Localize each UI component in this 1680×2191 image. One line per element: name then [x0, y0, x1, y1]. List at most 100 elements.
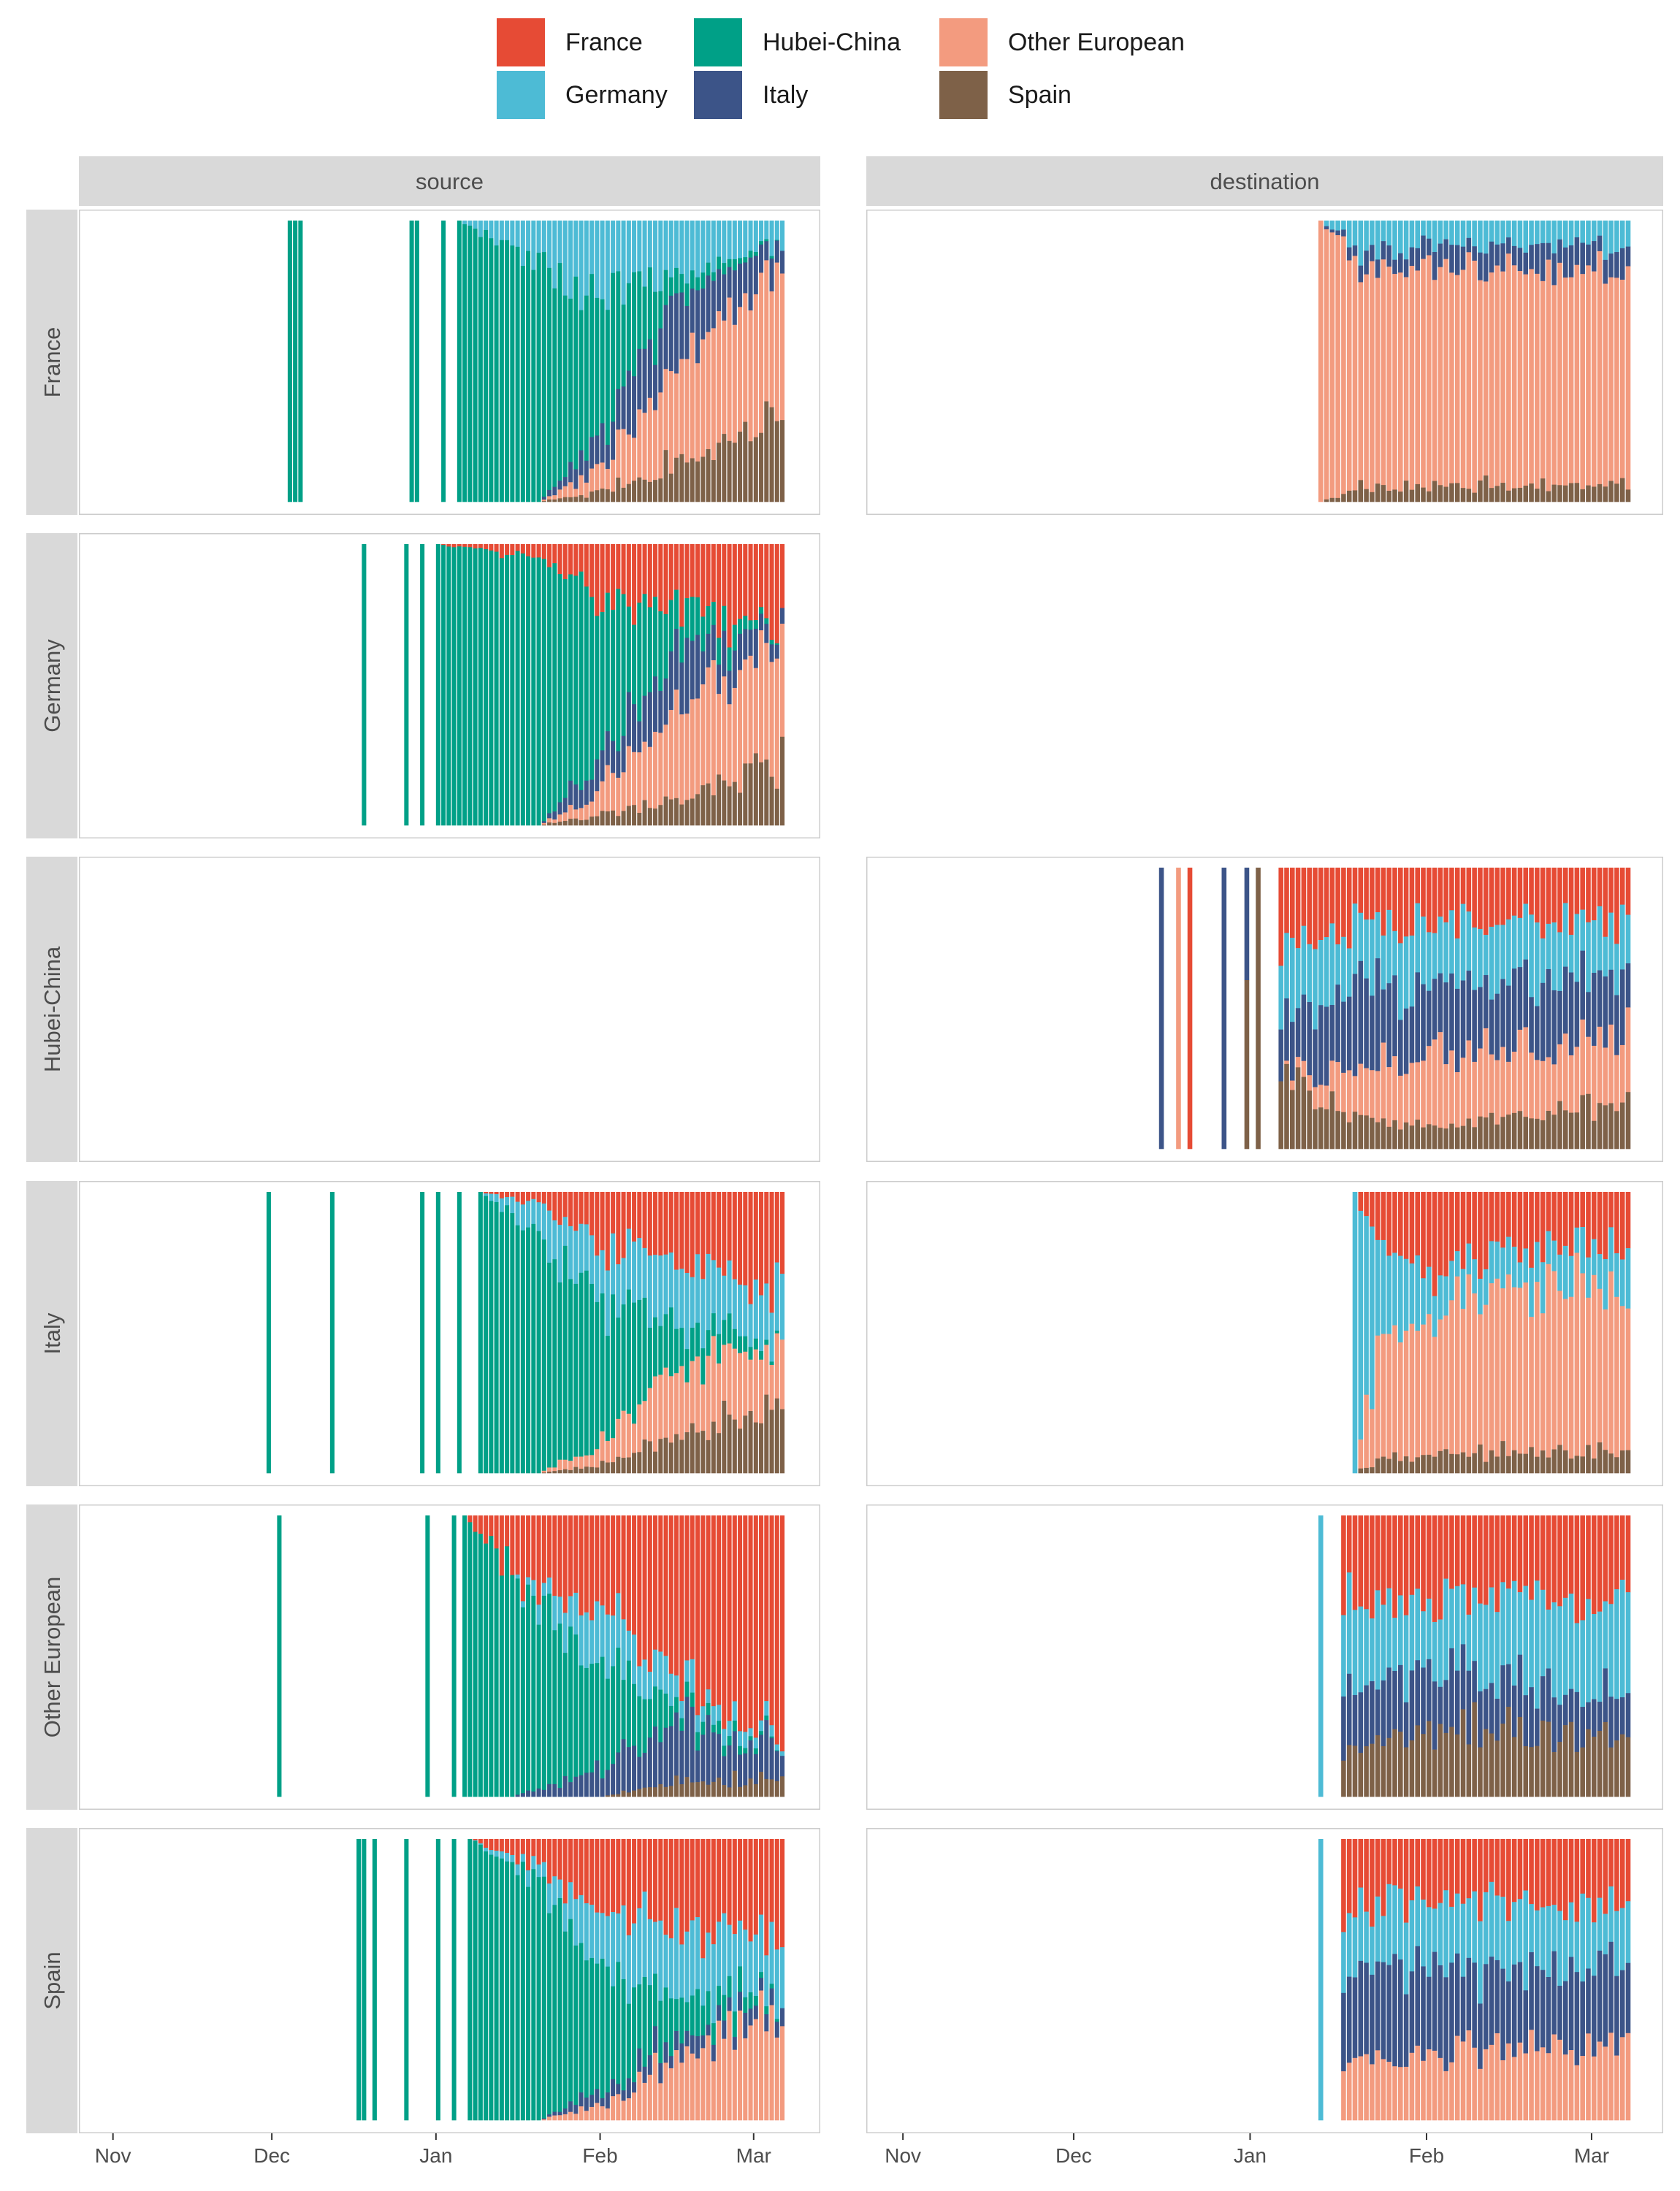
- bar-italy-source-35-spain: [663, 1437, 668, 1474]
- bar-italy-source-12-hubei-china: [541, 1239, 546, 1472]
- bar-spain-destination-5-italy: [1370, 1974, 1375, 2065]
- bar-other-european-source-24-italy: [589, 1772, 595, 1797]
- bar-france-destination-47-spain: [1586, 485, 1591, 502]
- bar-italy-source-33-france: [653, 1192, 658, 1255]
- bar-italy-source-17-france: [568, 1192, 573, 1227]
- bar-spain-source-9-germany: [515, 1864, 520, 1875]
- bar-spain-source-36-hubei-china: [658, 2000, 663, 2064]
- bar-spain-destination-18-germany: [1443, 1890, 1448, 1978]
- bar-france-source-36-italy: [647, 339, 652, 399]
- bar-other-european-source-26-germany: [600, 1605, 605, 1657]
- bar-hubei-china-destination-53-other-european: [1580, 1019, 1585, 1096]
- bar-other-european-destination-18-france: [1443, 1515, 1448, 1579]
- bar-germany-source-39-italy: [642, 695, 647, 742]
- bar-hubei-china-destination-35-spain: [1478, 1116, 1483, 1150]
- bar-germany-source-43-spain: [663, 796, 668, 826]
- bar-spain-destination-41-other-european: [1574, 2065, 1580, 2121]
- bar-other-european-source-40-germany: [674, 1675, 679, 1698]
- bar-germany-source-48-italy: [690, 641, 695, 700]
- bar-other-european-source-27-spain: [605, 1795, 610, 1797]
- bar-france-source-50-hubei-china: [722, 263, 727, 275]
- bar-spain-destination-20-france: [1454, 1839, 1460, 1894]
- bar-spain-source-8-hubei-china: [510, 1862, 515, 2121]
- bar-italy-destination-9-spain: [1403, 1456, 1409, 1474]
- bar-italy-destination-18-germany: [1454, 1251, 1460, 1277]
- bar-spain-source-19-germany: [568, 1882, 573, 1919]
- bar-italy-destination-34-france: [1546, 1192, 1551, 1231]
- bar-other-european-destination-34-italy: [1535, 1708, 1540, 1746]
- bar-spain-destination-27-italy: [1494, 1959, 1500, 2034]
- bar-hubei-china-destination-33-other-european: [1466, 1040, 1472, 1119]
- bar-italy-source-24-hubei-china: [605, 1336, 610, 1442]
- bar-spain-source-34-hubei-china: [647, 1985, 652, 2056]
- bar-hubei-china-destination-5-italy: [1307, 1002, 1312, 1076]
- bar-spain-destination-19-germany: [1449, 1906, 1454, 1963]
- bar-france-destination-16-germany: [1409, 221, 1415, 248]
- bar-france-destination-37-other-european: [1529, 269, 1534, 484]
- bar-hubei-china-destination-48-germany: [1551, 922, 1557, 991]
- bar-spain-source-33-germany: [642, 1892, 647, 1978]
- bar-spain-source-24-other-european: [595, 2103, 600, 2121]
- bar-italy-source-28-hubei-china: [626, 1289, 631, 1415]
- bar-hubei-china-destination-24-spain: [1415, 1120, 1420, 1150]
- bar-france-source-45-other-european: [695, 363, 700, 462]
- bar-spain-source-50-germany: [732, 1934, 737, 2012]
- bar-france-source-26-spain: [595, 490, 600, 502]
- bar-spain-source-26-other-european: [605, 2108, 610, 2121]
- bar-italy-destination-7-spain: [1392, 1452, 1397, 1474]
- bar-france-source-50-spain: [722, 434, 727, 502]
- bar-france-destination-11-spain: [1381, 485, 1386, 502]
- bar-italy-destination-40-other-european: [1580, 1273, 1585, 1457]
- bar-germany-source-58-spain: [743, 763, 748, 826]
- bar-spain-source-55-france: [759, 1839, 764, 1915]
- bar-italy-source-39-spain: [684, 1432, 690, 1474]
- bar-spain-destination-32-france: [1523, 1839, 1529, 1891]
- bar-other-european-source-8-france: [505, 1515, 510, 1547]
- bar-italy-destination-2-spain: [1364, 1467, 1369, 1474]
- bar-italy-source-23-other-european: [600, 1431, 605, 1461]
- bar-italy-destination-4-france: [1375, 1192, 1381, 1241]
- bar-germany-source-27-france: [579, 544, 584, 572]
- bar-france-source-22-other-european: [573, 489, 579, 497]
- bar-italy-source-18-spain: [573, 1467, 579, 1474]
- bar-spain-destination-1-italy: [1346, 1976, 1352, 2063]
- bar-hubei-china-destination-52-spain: [1574, 1112, 1580, 1150]
- bars-other-european-destination: [1318, 1515, 1631, 1797]
- bar-france-destination-22-other-european: [1443, 259, 1448, 487]
- bar-france-destination-25-other-european: [1460, 269, 1466, 489]
- bar-spain-source-45-hubei-china: [706, 1991, 711, 2025]
- bar-hubei-china-destination-25-spain: [1421, 1127, 1426, 1150]
- bar-other-european-destination-35-france: [1540, 1515, 1546, 1591]
- bar-other-european-source-5-hubei-china: [489, 1536, 494, 1797]
- bar-italy-source-47-other-european: [727, 1343, 732, 1415]
- bar-italy-source-25-other-european: [611, 1438, 616, 1463]
- bar-italy-source-24-germany: [605, 1270, 610, 1337]
- bar-italy-source-18-other-european: [573, 1456, 579, 1467]
- bar-germany-source-37-other-european: [632, 752, 637, 806]
- bar-spain-source-58-hubei-china: [774, 2019, 779, 2022]
- bar-spain-source-27-france: [611, 1839, 616, 1913]
- bar-spain-destination-37-france: [1551, 1839, 1557, 1905]
- bar-italy-destination-35-spain: [1551, 1449, 1557, 1474]
- bar-germany-source-43-other-european: [663, 724, 668, 797]
- bar-france-destination-41-other-european: [1551, 285, 1557, 485]
- bar-spain-source-49-hubei-china: [727, 1976, 732, 1998]
- bar-spain-source-30-other-european: [626, 2098, 631, 2121]
- bar-hubei-china-destination-29-france: [1443, 868, 1448, 923]
- sparse-bar-spain-source-1-hubei-china: [372, 1839, 377, 2121]
- bar-spain-destination-5-germany: [1370, 1926, 1375, 1976]
- bar-italy-destination-22-spain: [1478, 1444, 1483, 1474]
- bar-france-destination-50-italy: [1603, 259, 1608, 284]
- bar-germany-source-62-france: [764, 544, 769, 619]
- bar-hubei-china-destination-14-france: [1358, 868, 1364, 914]
- bar-hubei-china-destination-44-germany: [1529, 914, 1534, 998]
- bar-italy-source-49-germany: [738, 1284, 743, 1337]
- bar-italy-destination-46-germany: [1614, 1253, 1619, 1298]
- x-tick-label-destination-nov: Nov: [885, 2144, 921, 2167]
- sparse-bar-spain-source-0-hubei-china: [356, 1839, 362, 2121]
- bar-france-source-24-hubei-china: [584, 295, 589, 462]
- bar-germany-source-59-france: [748, 544, 753, 621]
- bar-other-european-source-20-france: [568, 1515, 573, 1597]
- bar-other-european-source-33-france: [637, 1515, 642, 1667]
- bar-other-european-source-2-hubei-china: [473, 1532, 478, 1797]
